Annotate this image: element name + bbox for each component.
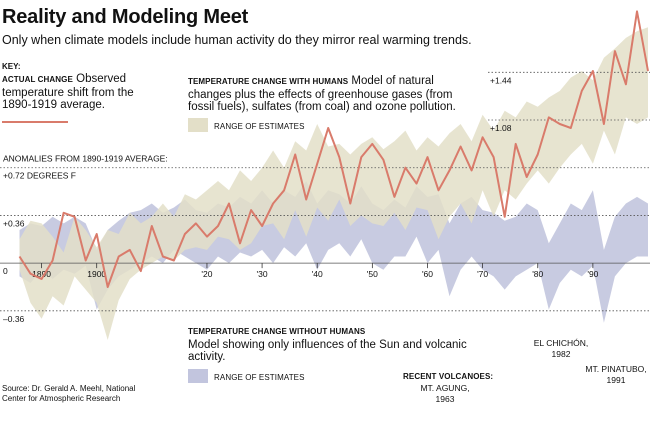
without-humans-swatch (188, 369, 208, 383)
key-with-label: TEMPERATURE CHANGE WITH HUMANS (188, 77, 349, 86)
volcano-elchichon: EL CHICHÓN, 1982 (533, 338, 589, 359)
chart-title: Reality and Modeling Meet (2, 6, 249, 28)
key-with-humans: TEMPERATURE CHANGE WITH HUMANS Model of … (188, 75, 460, 114)
key-with-range: RANGE OF ESTIMATES (214, 122, 305, 131)
reference-label-5: –0.36 (3, 314, 25, 324)
reference-label-1: +1.08 (490, 123, 512, 133)
actual-change-line (18, 10, 649, 288)
key-with-text: Model of natural changes plus the effect… (188, 75, 456, 113)
x-tick-label-7: '70 (477, 269, 488, 279)
with-humans-swatch (188, 118, 208, 132)
x-tick-label-1: 1900 (87, 269, 106, 279)
reference-label-0: +1.44 (490, 75, 512, 85)
reference-label-3: +0.36 (3, 218, 25, 228)
key-heading: KEY: (2, 62, 21, 71)
x-tick-label-3: '30 (257, 269, 268, 279)
chart-subtitle: Only when climate models include human a… (2, 33, 472, 47)
key-without-humans: TEMPERATURE CHANGE WITHOUT HUMANS Model … (188, 326, 488, 364)
x-tick-label-2: '20 (201, 269, 212, 279)
key-without-label: TEMPERATURE CHANGE WITHOUT HUMANS (188, 327, 366, 336)
key-actual-text: Observed temperature shift from the 1890… (2, 73, 134, 111)
volcano-agung: MT. AGUNG, 1963 (420, 383, 470, 404)
x-tick-label-4: '40 (312, 269, 323, 279)
x-tick-label-5: '50 (367, 269, 378, 279)
y-axis-label: ANOMALIES FROM 1890-1919 AVERAGE: (3, 154, 168, 164)
with-humans-band (19, 27, 648, 341)
x-tick-label-6: '60 (422, 269, 433, 279)
reference-label-4: 0 (3, 266, 8, 276)
x-tick-label-8: '80 (532, 269, 543, 279)
key-without-text: Model showing only influences of the Sun… (188, 338, 467, 364)
key-without-range: RANGE OF ESTIMATES (214, 373, 305, 382)
volcano-heading: RECENT VOLCANOES: (403, 372, 494, 381)
reference-label-2: +0.72 DEGREES F (3, 171, 76, 181)
volcano-pinatubo: MT. PINATUBO, 1991 (585, 364, 647, 385)
source-note: Source: Dr. Gerald A. Meehl, National Ce… (2, 384, 136, 403)
key-actual: ACTUAL CHANGE Observed temperature shift… (2, 73, 152, 112)
key-actual-label: ACTUAL CHANGE (2, 75, 73, 84)
x-tick-label-9: '90 (587, 269, 598, 279)
x-tick-label-0: 1890 (32, 269, 51, 279)
